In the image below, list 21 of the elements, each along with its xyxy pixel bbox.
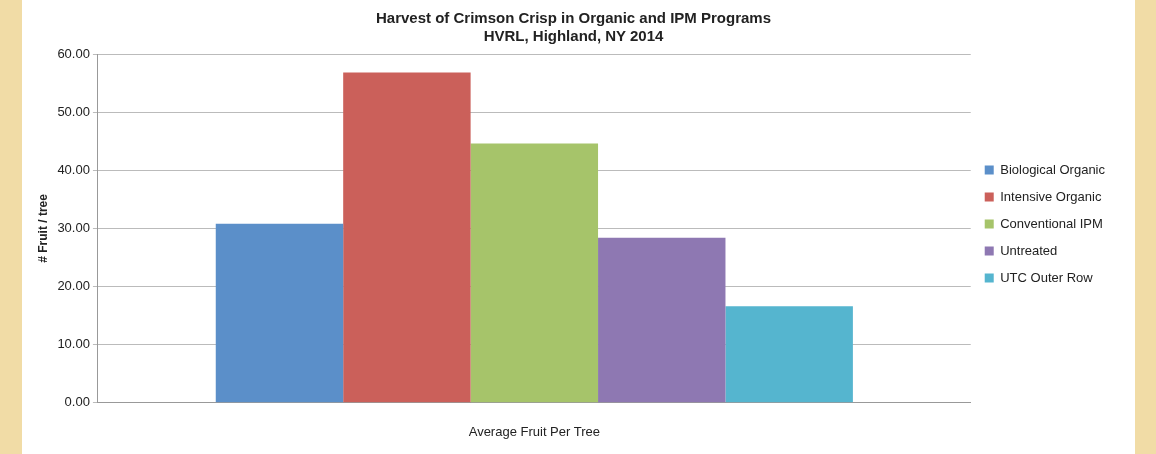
legend-label: Intensive Organic (1000, 188, 1102, 204)
y-tick-label: 20.00 (57, 278, 90, 294)
bar (215, 223, 344, 403)
y-axis-title: # Fruit / tree (35, 193, 50, 263)
y-tick-label: 30.00 (57, 219, 90, 235)
y-tick-label: 60.00 (57, 45, 90, 61)
bar (598, 237, 726, 403)
y-tick-label: 50.00 (57, 103, 90, 119)
legend-label: Untreated (1000, 242, 1058, 258)
chart-subtitle: HVRL, Highland, NY 2014 (483, 27, 665, 45)
legend-label: Conventional IPM (1000, 215, 1103, 231)
bar (725, 306, 853, 403)
y-tick-label: 10.00 (57, 336, 90, 352)
y-tick-label: 0.00 (64, 394, 90, 410)
chart-title: Harvest of Crimson Crisp in Organic and IPM Programs (375, 9, 772, 27)
bar (343, 72, 471, 403)
bar (470, 143, 599, 403)
legend-label: UTC Outer Row (1000, 269, 1094, 285)
y-tick-label: 40.00 (57, 161, 90, 177)
x-axis-title: Average Fruit Per Tree (468, 423, 600, 439)
legend-label: Biological Organic (1000, 161, 1106, 177)
